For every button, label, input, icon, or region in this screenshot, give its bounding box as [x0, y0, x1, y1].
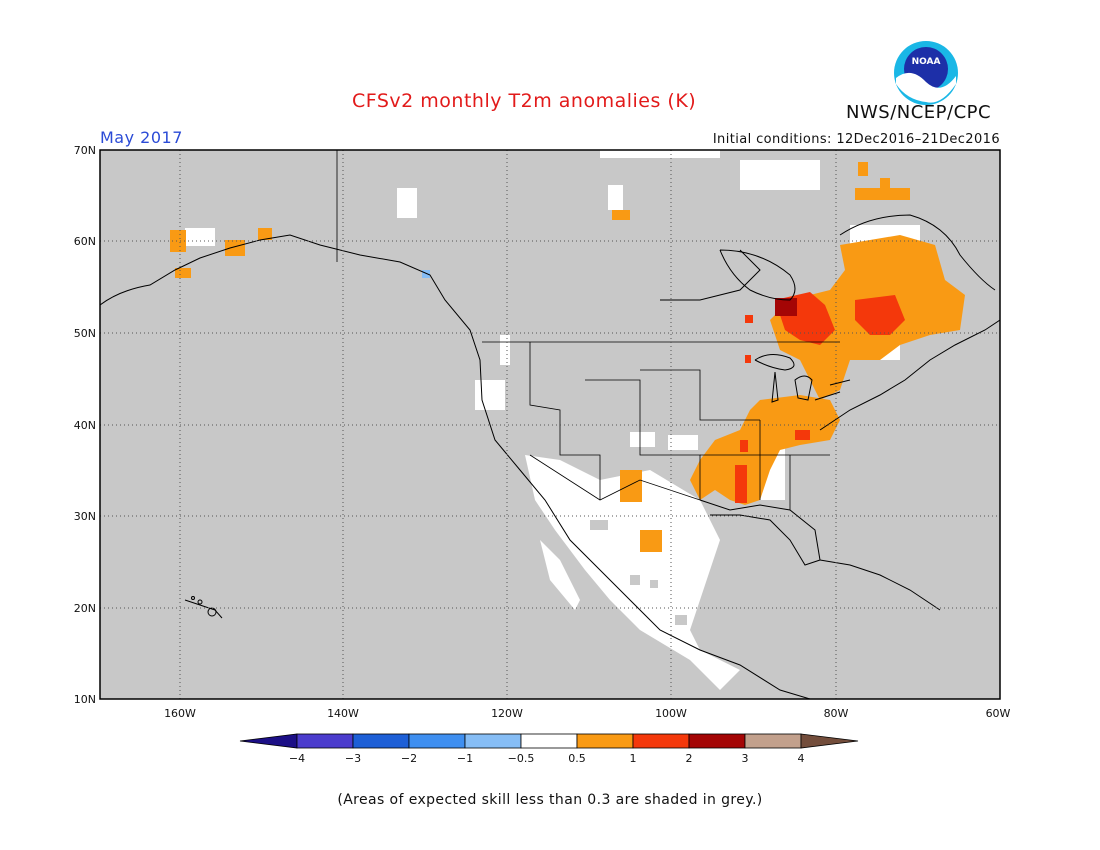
anomaly-2-to-3 [775, 298, 797, 316]
legend-tick: 4 [798, 752, 805, 765]
forecast-period: May 2017 [100, 128, 183, 147]
lat-label: 20N [74, 602, 96, 615]
anomaly-neg-speck [422, 270, 430, 278]
legend-tick: −4 [289, 752, 305, 765]
lon-label: 140W [327, 707, 359, 720]
legend-swatch [352, 733, 410, 749]
skill-note: (Areas of expected skill less than 0.3 a… [337, 792, 763, 808]
legend-swatch [464, 733, 522, 749]
coastlines [100, 214, 1000, 699]
legend-tick: −2 [401, 752, 417, 765]
lat-label: 30N [74, 510, 96, 523]
political-borders [336, 150, 840, 510]
lon-label: 120W [491, 707, 523, 720]
legend-swatch [744, 733, 802, 749]
lat-label: 10N [74, 693, 96, 706]
legend-swatch [800, 733, 859, 749]
longitude-labels: 160W 140W 120W 100W 80W 60W [164, 707, 1010, 720]
lat-label: 60N [74, 235, 96, 248]
legend-swatch [239, 733, 298, 749]
legend-tick: −3 [345, 752, 361, 765]
legend-swatch [688, 733, 746, 749]
low-skill-speckles [590, 520, 687, 625]
legend-swatch [296, 733, 354, 749]
legend-swatch [408, 733, 466, 749]
legend-tick: 0.5 [568, 752, 586, 765]
lat-label: 70N [74, 144, 96, 157]
lat-label: 40N [74, 419, 96, 432]
legend-tick: 2 [686, 752, 693, 765]
lon-label: 160W [164, 707, 196, 720]
legend-swatch [520, 733, 578, 749]
legend-colorbar [239, 733, 859, 749]
legend-swatch [576, 733, 634, 749]
legend-tick: −0.5 [508, 752, 535, 765]
legend-swatch [632, 733, 690, 749]
great-lakes [754, 354, 851, 403]
noaa-logo: NOAA [893, 40, 959, 106]
noaa-logo-text: NOAA [912, 57, 941, 67]
lat-label: 50N [74, 327, 96, 340]
agency-label: NWS/NCEP/CPC [846, 102, 992, 123]
map-frame [99, 149, 1001, 700]
legend-tick: 1 [630, 752, 637, 765]
lon-label: 100W [655, 707, 687, 720]
legend-tick: 3 [742, 752, 749, 765]
initial-conditions: Initial conditions: 12Dec2016–21Dec2016 [712, 132, 1000, 147]
latitude-labels: 10N 20N 30N 40N 50N 60N 70N [74, 144, 96, 706]
legend-tick: −1 [457, 752, 473, 765]
lon-label: 60W [986, 707, 1011, 720]
lon-label: 80W [824, 707, 849, 720]
legend-tick-labels: −4 −3 −2 −1 −0.5 0.5 1 2 3 4 [289, 752, 805, 765]
chart-title: CFSv2 monthly T2m anomalies (K) [352, 90, 697, 112]
